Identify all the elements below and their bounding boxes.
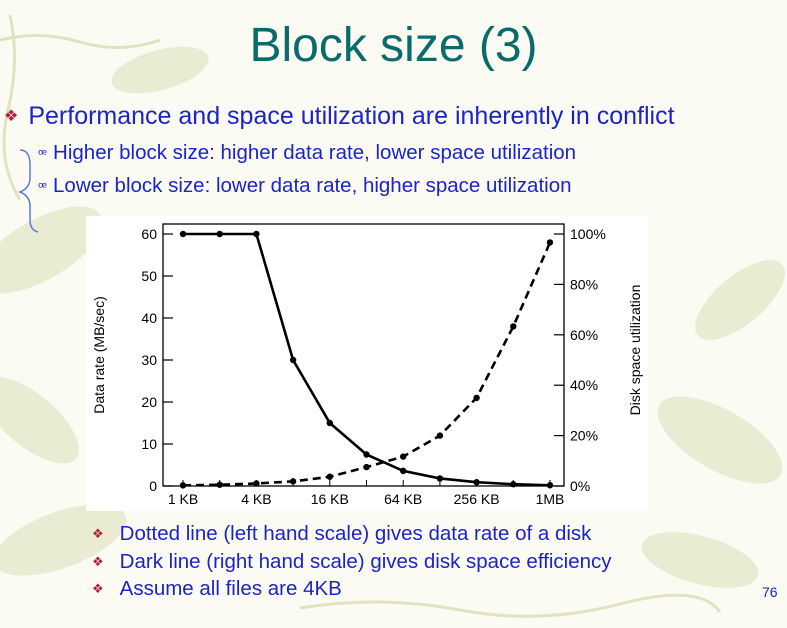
dashed-series-point	[546, 239, 554, 246]
x-tick-label: 1 KB	[168, 491, 198, 507]
x-tick-label: 4 KB	[241, 491, 271, 507]
dashed-series-point	[436, 432, 444, 439]
bottom-bullet-text: Dotted line (left hand scale) gives data…	[119, 522, 592, 545]
diamond-bullet-icon: ❖	[4, 108, 19, 125]
bottom-bullet-list: ❖ Dotted line (left hand scale) gives dat…	[92, 520, 612, 603]
dashed-series-point	[510, 323, 517, 330]
y2-axis-label: Disk space utilization	[627, 285, 643, 416]
sub-bullet-text: Higher block size: higher data rate, low…	[53, 141, 577, 164]
right-tick-label: 60%	[570, 327, 598, 343]
solid-series-point	[253, 230, 260, 238]
bottom-bullet-text: Dark line (right hand scale) gives disk …	[119, 549, 612, 573]
solid-series-point	[436, 475, 444, 482]
solid-series-point	[179, 230, 187, 238]
sub-bullet: ꟹ Lower block size: lower data rate, high…	[38, 173, 572, 200]
solid-series-point	[473, 479, 480, 486]
x-tick-label: 64 KB	[384, 491, 422, 507]
right-tick-label: 100%	[570, 226, 606, 242]
right-tick-label: 20%	[570, 428, 598, 444]
right-tick-label: 0%	[570, 478, 590, 494]
sub-bullet: ꟹ Higher block size: higher data rate, lo…	[38, 140, 576, 167]
bottom-bullet: ❖ Assume all files are 4KB	[92, 575, 612, 603]
solid-series-point	[510, 481, 517, 488]
dashed-series-point	[179, 482, 187, 489]
left-tick-label: 60	[141, 226, 157, 242]
dashed-series-point	[289, 478, 297, 485]
main-bullet: ❖ Performance and space utilization are i…	[4, 100, 675, 133]
swirl-bullet-icon: ꟹ	[38, 179, 48, 195]
bottom-bullet: ❖ Dark line (right hand scale) gives disk…	[92, 548, 612, 576]
chart-panel: 0 10 20 30 40 50 60 0% 20% 40% 60% 80% 100% 1 KB 4 KB 1…	[86, 216, 648, 511]
solid-series-line	[183, 232, 551, 487]
bottom-bullet-text: Assume all files are 4KB	[119, 577, 342, 600]
x-tick-label: 1MB	[536, 491, 565, 507]
slide-title: Block size (3)	[249, 19, 538, 72]
left-tick-label: 20	[141, 394, 157, 410]
solid-series-point	[289, 356, 297, 364]
dashed-series-point	[363, 463, 370, 471]
diamond-bullet-icon: ❖	[92, 526, 104, 541]
left-tick-label: 50	[141, 268, 157, 284]
x-tick-label: 16 KB	[311, 491, 349, 507]
bottom-bullet: ❖ Dotted line (left hand scale) gives dat…	[92, 520, 612, 548]
dashed-series-point	[473, 394, 480, 401]
dashed-series-point	[326, 473, 333, 480]
diamond-bullet-icon: ❖	[92, 581, 104, 596]
left-tick-label: 40	[141, 310, 157, 326]
swirl-bullet-icon: ꟹ	[38, 146, 48, 162]
brace-decoration	[17, 149, 39, 233]
solid-series-point	[363, 451, 370, 458]
dashed-series-line	[182, 241, 552, 487]
left-tick-label: 10	[141, 436, 157, 452]
x-tick-label: 256 KB	[454, 491, 500, 507]
dashed-series-point	[253, 480, 260, 487]
line-chart: 0 10 20 30 40 50 60 0% 20% 40% 60% 80% 100% 1 KB 4 KB 1…	[91, 223, 643, 507]
sub-bullet-text: Lower block size: lower data rate, highe…	[53, 174, 572, 197]
solid-series-point	[326, 419, 333, 427]
plot-frame	[162, 223, 565, 487]
right-tick-label: 40%	[570, 377, 598, 393]
right-tick-label: 80%	[570, 276, 598, 292]
dashed-series-point	[216, 481, 223, 488]
left-tick-label: 0	[149, 478, 157, 494]
dashed-series-point	[400, 453, 407, 460]
solid-series-point	[546, 482, 554, 489]
main-bullet-text: Performance and space utilization are in…	[28, 102, 675, 130]
solid-series-point	[216, 230, 223, 238]
y-axis-label: Data rate (MB/sec)	[91, 296, 107, 413]
solid-series-point	[400, 467, 407, 475]
page-number: 76	[762, 584, 778, 600]
diamond-bullet-icon: ❖	[92, 553, 104, 569]
left-tick-label: 30	[141, 352, 157, 368]
